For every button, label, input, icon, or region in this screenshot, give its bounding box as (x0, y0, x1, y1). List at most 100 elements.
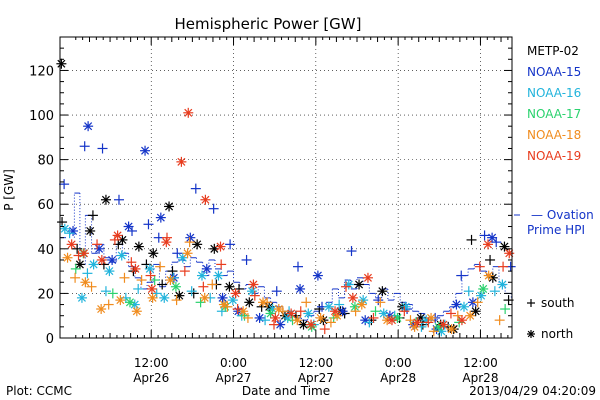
noaa-16-south-point (100, 286, 111, 297)
noaa-18-north-point (131, 306, 142, 317)
noaa-18-north-point (238, 306, 249, 317)
footer-timestamp: 2013/04/29 04:20:09 (469, 384, 596, 398)
noaa-16-north-point (303, 308, 314, 319)
noaa-15-south-point (346, 246, 357, 257)
noaa-19-south-point (295, 306, 306, 317)
noaa-18-south-point (452, 310, 463, 321)
noaa-15-south-point (97, 143, 108, 154)
legend-marker-label-south: south (541, 296, 575, 310)
noaa-19-south-point (145, 270, 156, 281)
noaa-19-south-point (126, 257, 137, 268)
noaa-16-south-point (82, 268, 93, 279)
legend-marker-north (527, 330, 535, 338)
noaa-17-south-point (195, 297, 206, 308)
noaa-16-north-point (497, 279, 508, 290)
y-tick-label: 60 (37, 198, 54, 213)
legend-noaa-18: NOAA-18 (527, 128, 581, 142)
noaa-18-south-point (242, 312, 253, 323)
noaa-18-north-point (62, 252, 73, 263)
noaa-18-south-point (155, 261, 166, 272)
noaa-16-south-point (489, 286, 500, 297)
noaa-15-south-point (143, 219, 154, 230)
noaa-16-north-point (247, 286, 258, 297)
noaa-15-south-point (225, 239, 236, 250)
noaa-19-north-point (438, 319, 449, 330)
noaa-19-north-point (362, 272, 373, 283)
noaa-18-north-point (465, 310, 476, 321)
noaa-19-north-point (200, 194, 211, 205)
noaa-19-north-point (146, 283, 157, 294)
noaa-19-north-point (248, 279, 259, 290)
noaa-16-north-point (196, 270, 207, 281)
noaa-18-south-point (350, 306, 361, 317)
noaa-17-south-point (370, 306, 381, 317)
noaa-19-north-point (66, 239, 77, 250)
noaa-15-south-point (113, 194, 124, 205)
noaa-15-south-point (172, 248, 183, 259)
legend-noaa-15: NOAA-15 (527, 65, 581, 79)
metp-02-north-point (377, 286, 388, 297)
noaa-17-north-point (349, 301, 360, 312)
noaa-19-south-point (368, 312, 379, 323)
noaa-19-south-point (179, 266, 190, 277)
noaa-18-south-point (325, 317, 336, 328)
noaa-19-north-point (79, 248, 90, 259)
noaa-17-north-point (170, 281, 181, 292)
noaa-15-south-point (491, 237, 502, 248)
noaa-19-north-point (386, 315, 397, 326)
noaa-15-south-point (59, 179, 70, 190)
noaa-19-south-point (341, 281, 352, 292)
noaa-16-north-point (213, 270, 224, 281)
y-axis: 0 20 40 60 80 100 120 (29, 47, 512, 347)
noaa-18-south-point (171, 295, 182, 306)
noaa-15-north-point (201, 263, 212, 274)
noaa-15-north-point (254, 312, 265, 323)
noaa-18-south-point (103, 299, 114, 310)
x-tick-day-label: Apr27 (298, 371, 334, 385)
noaa-18-north-point (115, 295, 126, 306)
noaa-16-south-point (260, 315, 271, 326)
noaa-18-south-point (119, 272, 130, 283)
noaa-19-north-point (347, 292, 358, 303)
noaa-18-south-point (70, 272, 81, 283)
noaa-18-north-point (182, 248, 193, 259)
noaa-18-north-point (218, 299, 229, 310)
noaa-19-north-point (330, 306, 341, 317)
data-markers (56, 58, 516, 337)
noaa-15-north-point (107, 254, 118, 265)
noaa-15-south-point (190, 183, 201, 194)
legend-ovation-line2: Prime HPI (527, 223, 585, 237)
noaa-17-south-point (107, 288, 118, 299)
metp-02-north-point (148, 248, 159, 259)
metp-02-south-point (167, 266, 178, 277)
noaa-19-south-point (249, 290, 260, 301)
plot-frame (59, 36, 513, 339)
noaa-19-south-point (232, 304, 243, 315)
noaa-15-north-point (360, 315, 371, 326)
noaa-15-south-point (456, 270, 467, 281)
metp-02-north-point (224, 281, 235, 292)
noaa-15-north-point (487, 232, 498, 243)
noaa-16-north-point (88, 259, 99, 270)
noaa-16-south-point (64, 228, 75, 239)
metp-02-north-point (85, 225, 96, 236)
noaa-19-north-point (286, 308, 297, 319)
x-tick-time-label: 0:00 (385, 356, 412, 370)
ovation-hpi-layer (60, 192, 512, 321)
legend: METP-02 NOAA-15 NOAA-16 NOAA-17 NOAA-18 NOAA-… (514, 44, 594, 341)
noaa-15-north-point (312, 270, 323, 281)
noaa-15-north-point (155, 212, 166, 223)
y-tick-label: 80 (37, 154, 54, 169)
noaa-19-north-point (112, 230, 123, 241)
noaa-15-north-point (451, 299, 462, 310)
noaa-16-north-point (177, 252, 188, 263)
legend-metp-02: METP-02 (527, 44, 579, 58)
noaa-18-south-point (428, 326, 439, 337)
x-tick-day-label: Apr27 (216, 371, 252, 385)
y-tick-label: 0 (46, 332, 54, 347)
metp-02-north-point (354, 279, 365, 290)
x-tick-time-label: 12:00 (463, 356, 498, 370)
y-tick-label: 40 (37, 243, 54, 258)
y-tick-label: 120 (29, 64, 54, 79)
noaa-16-north-point (400, 301, 411, 312)
